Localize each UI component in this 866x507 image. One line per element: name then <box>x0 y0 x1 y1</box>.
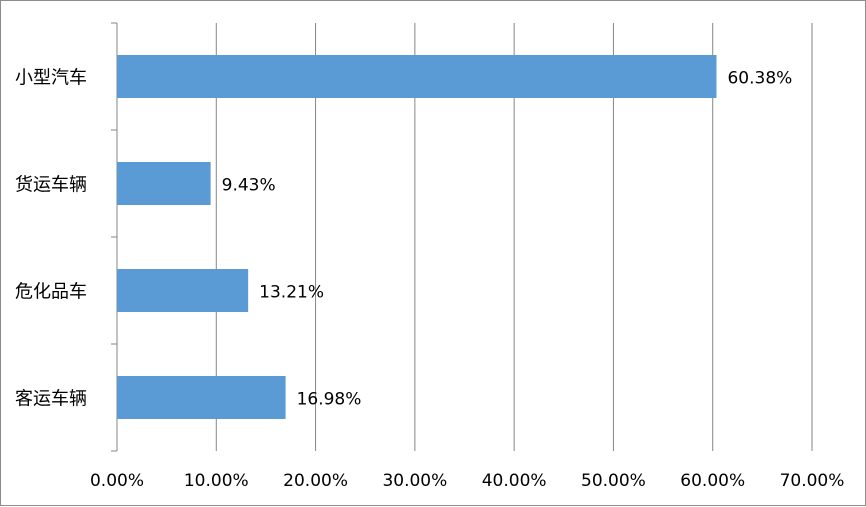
x-tick-label: 50.00% <box>581 471 646 491</box>
data-label: 9.43% <box>222 176 276 196</box>
labels: 0.00% 10.00% 20.00% 30.00% 40.00% 50.00% 60.00… <box>15 68 844 492</box>
category-label: 小型汽车 <box>15 68 87 89</box>
category-label: 货运车辆 <box>15 175 87 196</box>
category-label: 危化品车 <box>15 282 87 303</box>
bar <box>117 269 249 312</box>
x-tick-label: 70.00% <box>780 471 845 491</box>
x-tick-label: 30.00% <box>382 471 447 491</box>
bars <box>117 55 717 419</box>
x-tick-label: 60.00% <box>680 471 745 491</box>
x-tick-label: 10.00% <box>184 471 249 491</box>
x-tick-label: 0.00% <box>90 471 144 491</box>
data-label: 16.98% <box>297 390 362 410</box>
category-label: 客运车辆 <box>15 389 87 410</box>
bar <box>117 376 286 419</box>
data-label: 13.21% <box>259 283 324 303</box>
bar <box>117 55 717 98</box>
x-tick-label: 40.00% <box>482 471 547 491</box>
bar <box>117 162 211 205</box>
axes <box>111 22 118 452</box>
data-label: 60.38% <box>727 69 792 89</box>
x-tick-label: 20.00% <box>283 471 348 491</box>
